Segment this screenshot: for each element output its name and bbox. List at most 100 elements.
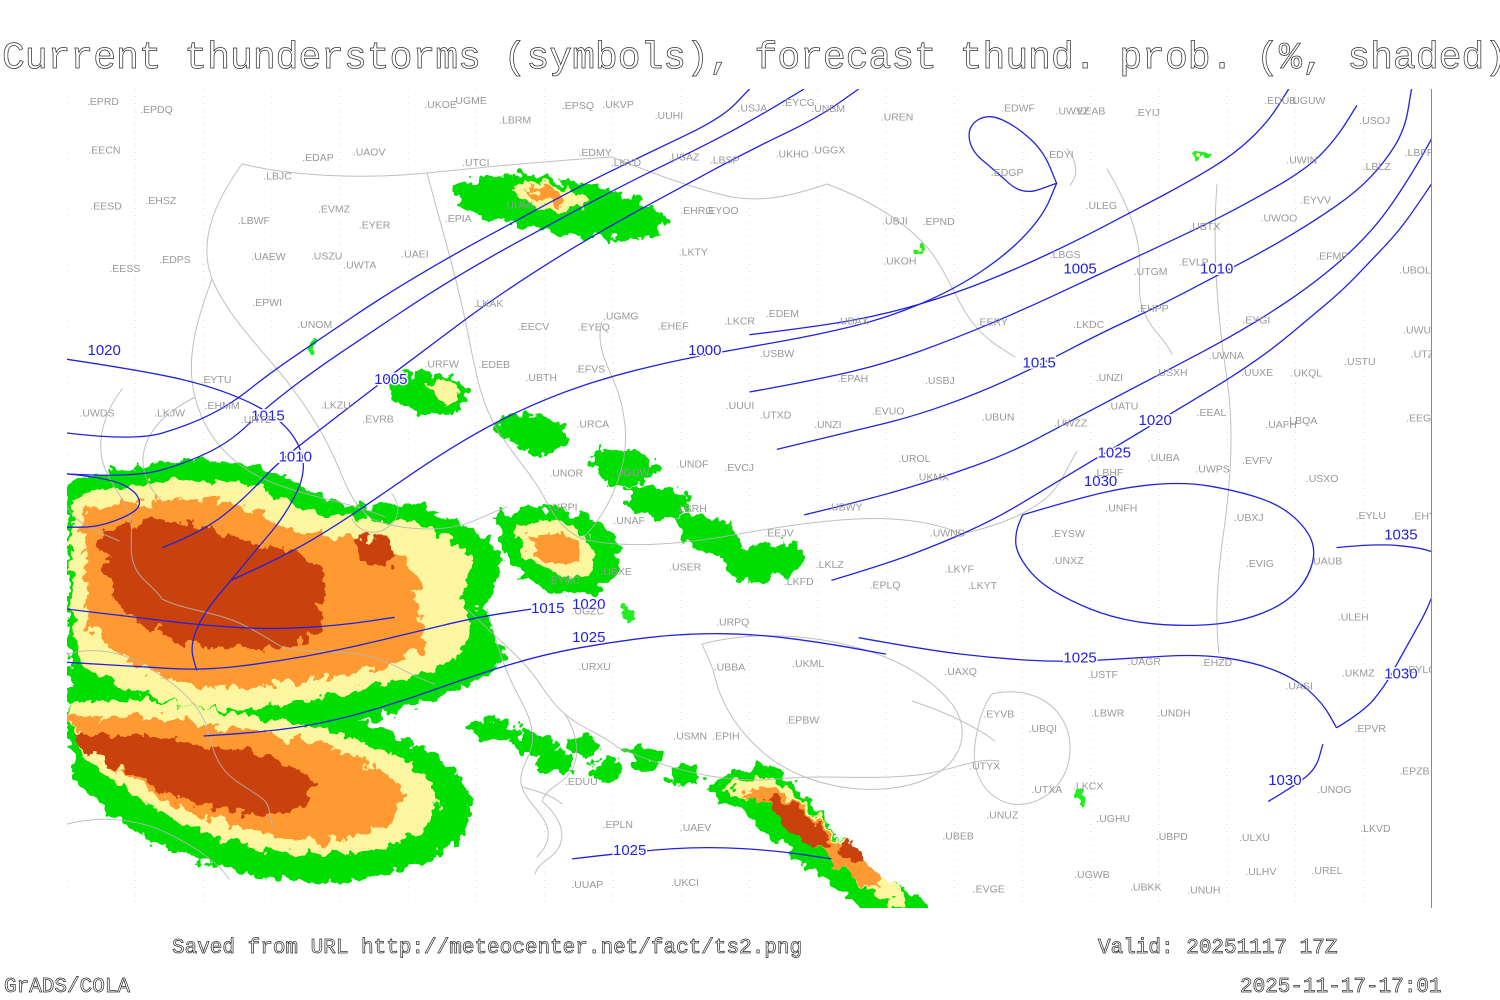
svg-text:.UTGM: .UTGM <box>1134 266 1168 278</box>
svg-text:.UBAX: .UBAX <box>837 316 869 328</box>
svg-text:.UBWY: .UBWY <box>828 501 862 513</box>
svg-text:.EESD: .EESD <box>90 201 122 213</box>
svg-text:.URTZ: .URTZ <box>241 414 272 426</box>
svg-text:.EYVB: .EYVB <box>983 708 1014 720</box>
svg-text:.UGZC: .UGZC <box>572 605 605 617</box>
svg-text:.LBJC: .LBJC <box>263 171 292 183</box>
svg-text:.EYGI: .EYGI <box>1242 314 1270 326</box>
svg-text:.UGHU: .UGHU <box>1096 813 1130 825</box>
svg-text:Valid: 20251117 17Z: Valid: 20251117 17Z <box>1098 937 1337 960</box>
svg-text:.LKYT: .LKYT <box>968 580 998 592</box>
svg-text:.USXO: .USXO <box>1306 473 1339 485</box>
svg-text:.UWOO: .UWOO <box>1261 213 1298 225</box>
svg-text:.UATU: .UATU <box>1108 400 1139 412</box>
svg-text:.EDUU: .EDUU <box>565 776 598 788</box>
svg-text:.LBGS: .LBGS <box>1050 249 1081 261</box>
svg-text:.UTXD: .UTXD <box>760 410 792 422</box>
svg-text:.UNDF: .UNDF <box>676 458 708 470</box>
svg-text:Current thunderstorms (symbols: Current thunderstorms (symbols), forecas… <box>2 37 1500 80</box>
svg-text:.EHZD: .EHZD <box>1201 657 1233 669</box>
svg-text:.UWPS: .UWPS <box>1195 464 1229 476</box>
svg-text:.USXH: .USXH <box>1156 367 1188 379</box>
svg-text:.UUBA: .UUBA <box>1148 452 1180 464</box>
svg-text:.UGWB: .UGWB <box>1074 869 1110 881</box>
svg-text:.UKOH: .UKOH <box>883 256 916 268</box>
svg-text:.EPDQ: .EPDQ <box>140 104 173 116</box>
svg-text:.USTU: .USTU <box>1344 356 1376 368</box>
svg-text:.UREL: .UREL <box>1312 865 1343 877</box>
svg-text:.USOJ: .USOJ <box>1359 115 1390 127</box>
svg-text:.EYRC: .EYRC <box>548 575 581 587</box>
svg-text:.LBFR: .LBFR <box>1405 147 1432 159</box>
svg-text:.EYSW: .EYSW <box>1051 528 1085 540</box>
svg-text:.UBOL: .UBOL <box>1399 265 1431 277</box>
svg-text:.EVIG: .EVIG <box>1246 558 1274 570</box>
svg-text:.EDEM: .EDEM <box>766 308 799 320</box>
svg-text:.URFW: .URFW <box>425 359 459 371</box>
svg-text:.LBHF: .LBHF <box>1094 467 1124 479</box>
svg-text:.UNUZ: .UNUZ <box>986 810 1019 822</box>
svg-text:.UTXA: .UTXA <box>1031 784 1062 796</box>
svg-text:.UKCI: .UKCI <box>671 877 699 889</box>
svg-text:.UGDW: .UGDW <box>613 467 649 479</box>
svg-text:.USBW: .USBW <box>760 348 795 360</box>
svg-text:.UUUI: .UUUI <box>726 400 755 412</box>
svg-text:.UAXQ: .UAXQ <box>944 666 977 678</box>
svg-text:.USBJ: .USBJ <box>925 375 955 387</box>
svg-text:.EPND: .EPND <box>923 216 956 228</box>
svg-text:.UAUB: .UAUB <box>1310 556 1342 568</box>
svg-text:.USER: .USER <box>669 562 702 574</box>
svg-text:.UKMX: .UKMX <box>916 471 949 483</box>
svg-text:.LBRH: .LBRH <box>676 503 707 515</box>
svg-text:.LBLZ: .LBLZ <box>1363 161 1392 173</box>
svg-text:.EPWI: .EPWI <box>252 297 282 309</box>
svg-text:.EDPS: .EDPS <box>159 254 191 266</box>
svg-text:.UKHO: .UKHO <box>776 148 809 160</box>
svg-text:.USTF: .USTF <box>1088 669 1118 681</box>
svg-text:.UAEI: .UAEI <box>401 249 428 261</box>
svg-text:.UTZD: .UTZD <box>1411 348 1432 360</box>
svg-text:.EPZB: .EPZB <box>1399 765 1429 777</box>
svg-text:.UKQL: .UKQL <box>1291 368 1323 380</box>
svg-text:.UBUN: .UBUN <box>982 412 1015 424</box>
svg-text:.UGUW: .UGUW <box>1289 95 1325 107</box>
svg-text:.EPSQ: .EPSQ <box>562 100 594 112</box>
svg-text:.LKCR: .LKCR <box>724 315 755 327</box>
svg-text:.UBTH: .UBTH <box>526 372 558 384</box>
svg-text:.UBJI: .UBJI <box>882 216 908 228</box>
svg-text:.ULEG: .ULEG <box>1086 200 1118 212</box>
svg-text:.UUAP: .UUAP <box>571 879 603 891</box>
svg-text:.URPI: .URPI <box>550 502 578 514</box>
svg-text:.EYTU: .EYTU <box>201 374 232 386</box>
svg-text:.UWDS: .UWDS <box>80 407 115 419</box>
svg-text:.UBKK: .UBKK <box>1130 882 1162 894</box>
svg-text:.UBTX: .UBTX <box>1189 221 1220 233</box>
svg-text:.EDWF: .EDWF <box>1001 103 1035 115</box>
svg-text:.UBXE: .UBXE <box>600 566 632 578</box>
svg-text:.EPRD: .EPRD <box>87 96 120 108</box>
svg-text:Saved from URL http://meteocen: Saved from URL http://meteocenter.net/fa… <box>172 937 802 960</box>
svg-text:.UNOG: .UNOG <box>1317 784 1351 796</box>
svg-text:.LKVD: .LKVD <box>1360 823 1391 835</box>
svg-text:.EECN: .EECN <box>88 144 120 156</box>
svg-text:.UTCI: .UTCI <box>462 157 489 169</box>
svg-text:.UBBA: .UBBA <box>714 662 746 674</box>
svg-text:.UGME: .UGME <box>453 95 487 107</box>
svg-text:.UGMG: .UGMG <box>603 311 639 323</box>
svg-text:.UNZI: .UNZI <box>1096 372 1123 384</box>
svg-text:.EPBW: .EPBW <box>785 715 819 727</box>
svg-text:.UNBM: .UNBM <box>811 103 845 115</box>
svg-text:.LBWF: .LBWF <box>238 215 270 227</box>
svg-text:.LBWR: .LBWR <box>1091 708 1125 720</box>
svg-text:.EVUO: .EVUO <box>872 406 905 418</box>
svg-text:.UROL: .UROL <box>898 453 930 465</box>
svg-text:.EPIH: .EPIH <box>712 731 739 743</box>
svg-text:.UKML: .UKML <box>792 658 824 670</box>
svg-text:.UNXZ: .UNXZ <box>1052 555 1084 567</box>
svg-text:.UWUL: .UWUL <box>1403 324 1432 336</box>
svg-text:.UREN: .UREN <box>881 112 914 124</box>
svg-text:.EHYG: .EHYG <box>1412 511 1433 523</box>
svg-text:.EDYI: .EDYI <box>1046 149 1073 161</box>
svg-text:.EPVR: .EPVR <box>1355 723 1387 735</box>
svg-text:.EYIJ: .EYIJ <box>1135 107 1160 119</box>
